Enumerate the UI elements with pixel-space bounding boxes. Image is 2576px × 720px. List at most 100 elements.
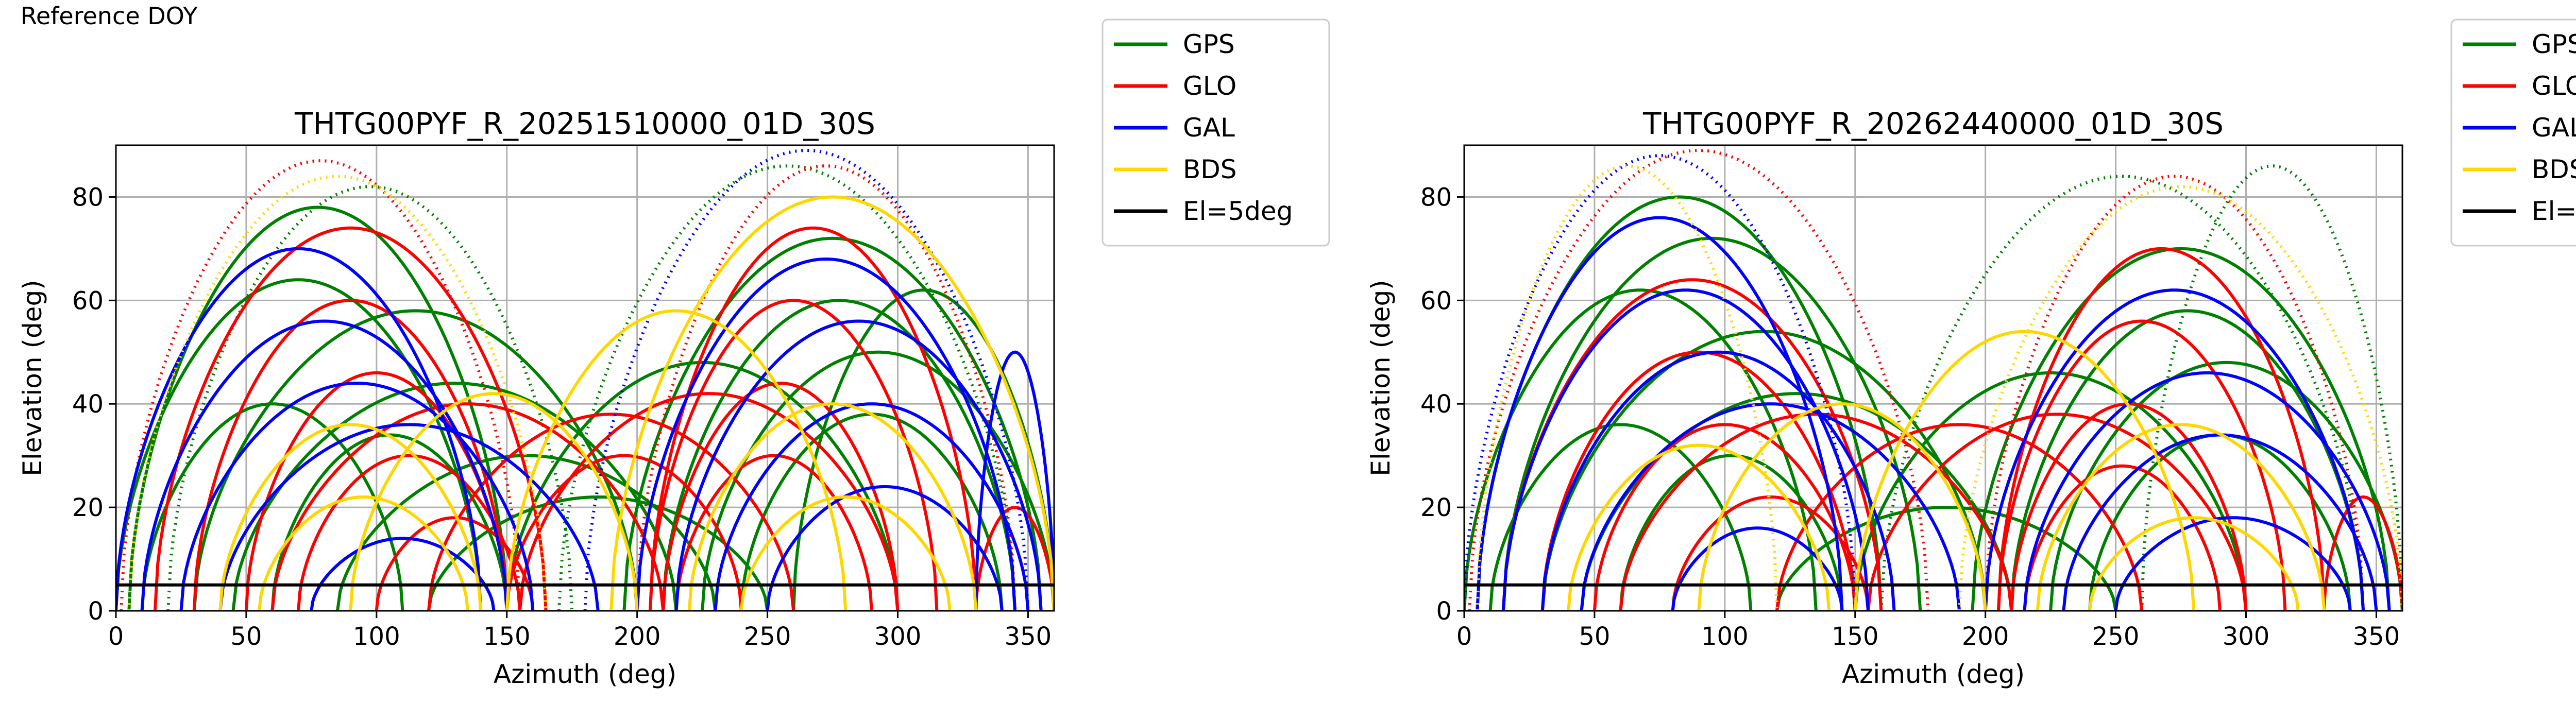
chart-panel-1: THTG00PYF_R_20251510000_01D_30S 0 50 100 150… <box>18 19 1330 689</box>
grid <box>1463 145 2402 612</box>
track-gps <box>2010 309 2365 611</box>
plot-frame <box>1463 144 2403 612</box>
legend-label: GPS <box>2532 29 2576 59</box>
track-layer <box>116 148 1054 611</box>
track-glo <box>270 402 665 611</box>
legend-box <box>1101 19 1330 247</box>
track-glo <box>649 226 978 611</box>
track-gps <box>701 350 1054 611</box>
track-gps <box>1488 423 1753 611</box>
legend-label: GLO <box>1183 71 1236 101</box>
track-bds <box>218 423 483 611</box>
x-tick-label: 150 <box>1832 622 1879 651</box>
track-glo <box>674 454 873 611</box>
track-gal <box>1476 216 1844 611</box>
legend-label: GLO <box>2532 71 2576 101</box>
track-glo <box>244 371 509 611</box>
legend: GPS GLO GAL BDS El=5deg <box>1101 19 1330 247</box>
y-tick-label: 80 <box>1420 183 1452 212</box>
track-gal <box>1501 288 1870 611</box>
track-gps <box>792 288 1054 611</box>
track-glo <box>153 226 548 611</box>
x-tick-label: 0 <box>108 622 124 651</box>
legend-label: BDS <box>1183 155 1237 184</box>
track-gps <box>505 361 900 611</box>
track-gal <box>140 319 509 611</box>
track-gps <box>1619 454 1844 611</box>
track-bds <box>2088 516 2300 611</box>
track-gal <box>116 247 483 611</box>
track-glo <box>505 454 743 611</box>
track-glo <box>1867 413 2248 611</box>
track-glo <box>120 159 521 611</box>
track-gps <box>1971 247 2391 611</box>
track-bds <box>349 392 639 611</box>
x-tick-label: 0 <box>1456 622 1472 651</box>
track-glo <box>1592 423 1857 611</box>
track-gps <box>140 402 404 611</box>
x-tick-label: 300 <box>2223 622 2270 651</box>
track-gal <box>2023 371 2391 611</box>
x-tick-label: 350 <box>2353 622 2400 651</box>
y-tick-label: 80 <box>72 183 104 212</box>
x-axis-label: Azimuth (deg) <box>1842 659 2025 689</box>
x-tick-label: 200 <box>614 622 661 651</box>
track-layer <box>1464 148 2402 611</box>
track-gal <box>310 537 496 611</box>
track-gps <box>116 278 483 611</box>
x-tick-label: 50 <box>230 622 262 651</box>
track-gps <box>2049 361 2402 611</box>
x-axis-label: Azimuth (deg) <box>494 659 676 689</box>
track-glo <box>2023 464 2222 611</box>
track-gal <box>714 402 1030 611</box>
track-bds <box>740 495 952 611</box>
legend-box <box>2450 19 2576 247</box>
track-glo <box>1540 350 1857 611</box>
track-gal <box>218 423 600 611</box>
track-glo <box>649 299 939 611</box>
y-tick-label: 0 <box>88 597 104 626</box>
track-glo <box>1984 175 2365 611</box>
track-gal <box>583 148 1030 611</box>
reference-doy-label: Reference DOY <box>21 2 198 30</box>
track-bds <box>2036 423 2326 611</box>
track-bds <box>1567 443 1831 611</box>
chart-title: THTG00PYF_R_20251510000_01D_30S <box>294 106 875 141</box>
track-glo <box>662 381 900 611</box>
chart-panel-2: THTG00PYF_R_20262440000_01D_30S 0 50 100 150… <box>1366 19 2576 689</box>
track-bds <box>505 309 848 611</box>
track-gps <box>166 185 574 611</box>
track-glo <box>1997 319 2287 611</box>
track-glo <box>375 516 535 611</box>
track-gal <box>974 350 1054 611</box>
x-tick-label: 200 <box>1962 622 2009 651</box>
legend-label: El=5deg <box>1183 196 1293 226</box>
track-glo <box>2323 495 2402 611</box>
track-gps <box>1464 288 1818 611</box>
track-bds <box>1476 164 1778 611</box>
track-glo <box>1619 413 2013 611</box>
track-gal <box>1540 350 1896 611</box>
x-tick-label: 100 <box>1701 622 1749 651</box>
track-glo <box>192 299 509 611</box>
chart-title: THTG00PYF_R_20262440000_01D_30S <box>1642 106 2224 141</box>
track-glo <box>974 506 1054 611</box>
x-tick-label: 50 <box>1579 622 1610 651</box>
track-gal <box>1984 288 2365 611</box>
y-tick-label: 60 <box>1420 286 1452 315</box>
track-bds <box>127 175 548 611</box>
track-bds <box>1853 330 2196 611</box>
legend-label: BDS <box>2532 155 2576 184</box>
x-tick-label: 100 <box>353 622 400 651</box>
track-gal <box>766 485 1004 611</box>
track-gal <box>1580 402 1961 611</box>
track-glo <box>518 392 900 611</box>
track-bds <box>258 495 469 611</box>
x-tick-label: 300 <box>874 622 922 651</box>
track-gps <box>662 299 1017 611</box>
track-gps <box>427 495 769 611</box>
track-glo <box>1997 247 2326 611</box>
track-gps <box>1879 175 2365 611</box>
y-tick-label: 40 <box>1420 390 1452 419</box>
track-gal <box>635 257 1017 611</box>
